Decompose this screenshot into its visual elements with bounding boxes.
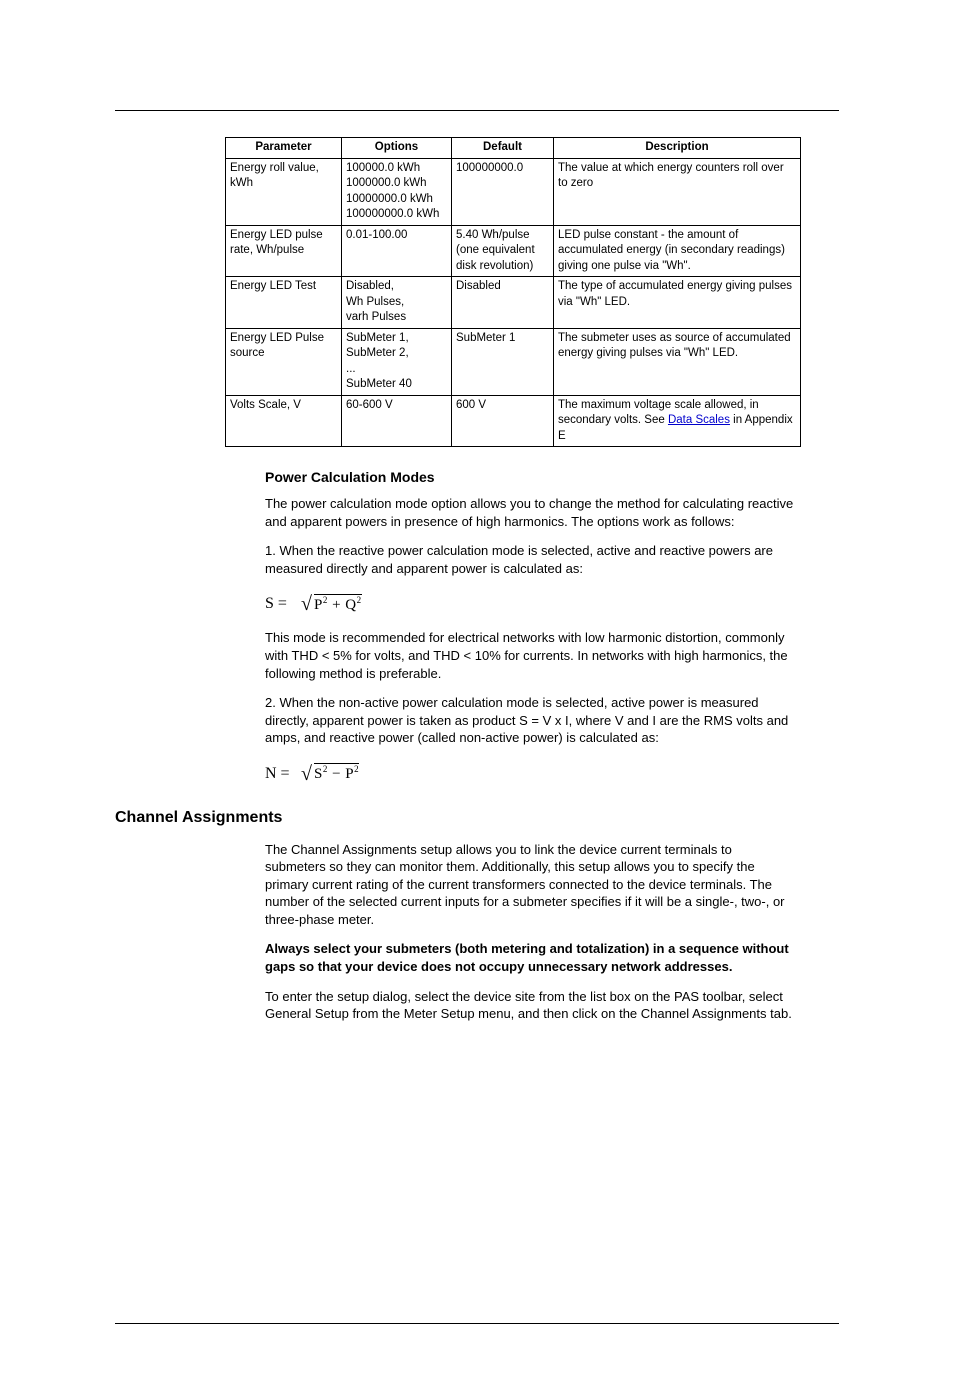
table-header-row: Parameter Options Default Description [226, 138, 801, 159]
formula-n: N = √ S2 − P2 [265, 759, 795, 785]
bottom-rule [115, 1323, 839, 1324]
pm-p1: The power calculation mode option allows… [265, 495, 795, 530]
opt: 1000000.0 kWh [346, 176, 447, 192]
cell-param: Energy roll value, kWh [226, 158, 342, 225]
pm-p2: 1. When the reactive power calculation m… [265, 542, 795, 577]
opt: 10000000.0 kWh [346, 192, 447, 208]
cell-desc: The type of accumulated energy giving pu… [554, 277, 801, 329]
ch-p2-bold: Always select your submeters (both meter… [265, 940, 795, 975]
cell-desc: The value at which energy counters roll … [554, 158, 801, 225]
formula-n-radicand: S2 − P2 [314, 763, 359, 783]
formula-n-lhs: N = [265, 763, 290, 785]
th-description: Description [554, 138, 801, 159]
cell-default: 5.40 Wh/pulse (one equivalent disk revol… [452, 225, 554, 277]
formula-s-radicand: P2 + Q2 [314, 594, 362, 614]
cell-options: 0.01-100.00 [342, 225, 452, 277]
opt: ... [346, 362, 447, 378]
cell-desc: The submeter uses as source of accumulat… [554, 328, 801, 395]
table-row: Energy LED Test Disabled, Wh Pulses, var… [226, 277, 801, 329]
formula-s-expr: P2 + Q2 [314, 597, 362, 613]
table-row: Volts Scale, V 60-600 V 600 V The maximu… [226, 395, 801, 447]
pm-p4: 2. When the non-active power calculation… [265, 694, 795, 747]
opt: Disabled, [346, 279, 447, 295]
power-modes-heading: Power Calculation Modes [265, 469, 839, 485]
cell-default: SubMeter 1 [452, 328, 554, 395]
cell-desc: The maximum voltage scale allowed, in se… [554, 395, 801, 447]
cell-options: 60-600 V [342, 395, 452, 447]
cell-options: 100000.0 kWh 1000000.0 kWh 10000000.0 kW… [342, 158, 452, 225]
formula-s-lhs: S = [265, 593, 287, 615]
channel-body: The Channel Assignments setup allows you… [265, 841, 795, 1023]
opt: SubMeter 2, [346, 346, 447, 362]
table-row: Energy roll value, kWh 100000.0 kWh 1000… [226, 158, 801, 225]
cell-param: Energy LED Test [226, 277, 342, 329]
cell-desc: LED pulse constant - the amount of accum… [554, 225, 801, 277]
top-rule [115, 110, 839, 111]
cell-default: 600 V [452, 395, 554, 447]
data-scales-link[interactable]: Data Scales [668, 414, 730, 426]
opt: SubMeter 1, [346, 331, 447, 347]
formula-s: S = √ P2 + Q2 [265, 589, 795, 615]
channel-heading: Channel Assignments [115, 809, 839, 827]
cell-options: Disabled, Wh Pulses, varh Pulses [342, 277, 452, 329]
pm-p3: This mode is recommended for electrical … [265, 629, 795, 682]
formula-n-expr: S2 − P2 [314, 766, 359, 782]
cell-default: 100000000.0 [452, 158, 554, 225]
sqrt-icon: √ [301, 591, 312, 618]
opt: 100000000.0 kWh [346, 207, 447, 223]
table-row: Energy LED Pulse source SubMeter 1, SubM… [226, 328, 801, 395]
cell-param: Energy LED Pulse source [226, 328, 342, 395]
opt: SubMeter 40 [346, 377, 447, 393]
cell-param: Energy LED pulse rate, Wh/pulse [226, 225, 342, 277]
cell-param: Volts Scale, V [226, 395, 342, 447]
table-row: Energy LED pulse rate, Wh/pulse 0.01-100… [226, 225, 801, 277]
power-modes-body: The power calculation mode option allows… [265, 495, 795, 784]
parameter-table: Parameter Options Default Description En… [225, 137, 801, 447]
opt: Wh Pulses, [346, 295, 447, 311]
th-parameter: Parameter [226, 138, 342, 159]
cell-options: SubMeter 1, SubMeter 2, ... SubMeter 40 [342, 328, 452, 395]
th-default: Default [452, 138, 554, 159]
ch-p1: The Channel Assignments setup allows you… [265, 841, 795, 929]
sqrt-icon: √ [301, 761, 312, 788]
th-options: Options [342, 138, 452, 159]
ch-p3: To enter the setup dialog, select the de… [265, 988, 795, 1023]
cell-default: Disabled [452, 277, 554, 329]
opt: 100000.0 kWh [346, 161, 447, 177]
opt: varh Pulses [346, 310, 447, 326]
